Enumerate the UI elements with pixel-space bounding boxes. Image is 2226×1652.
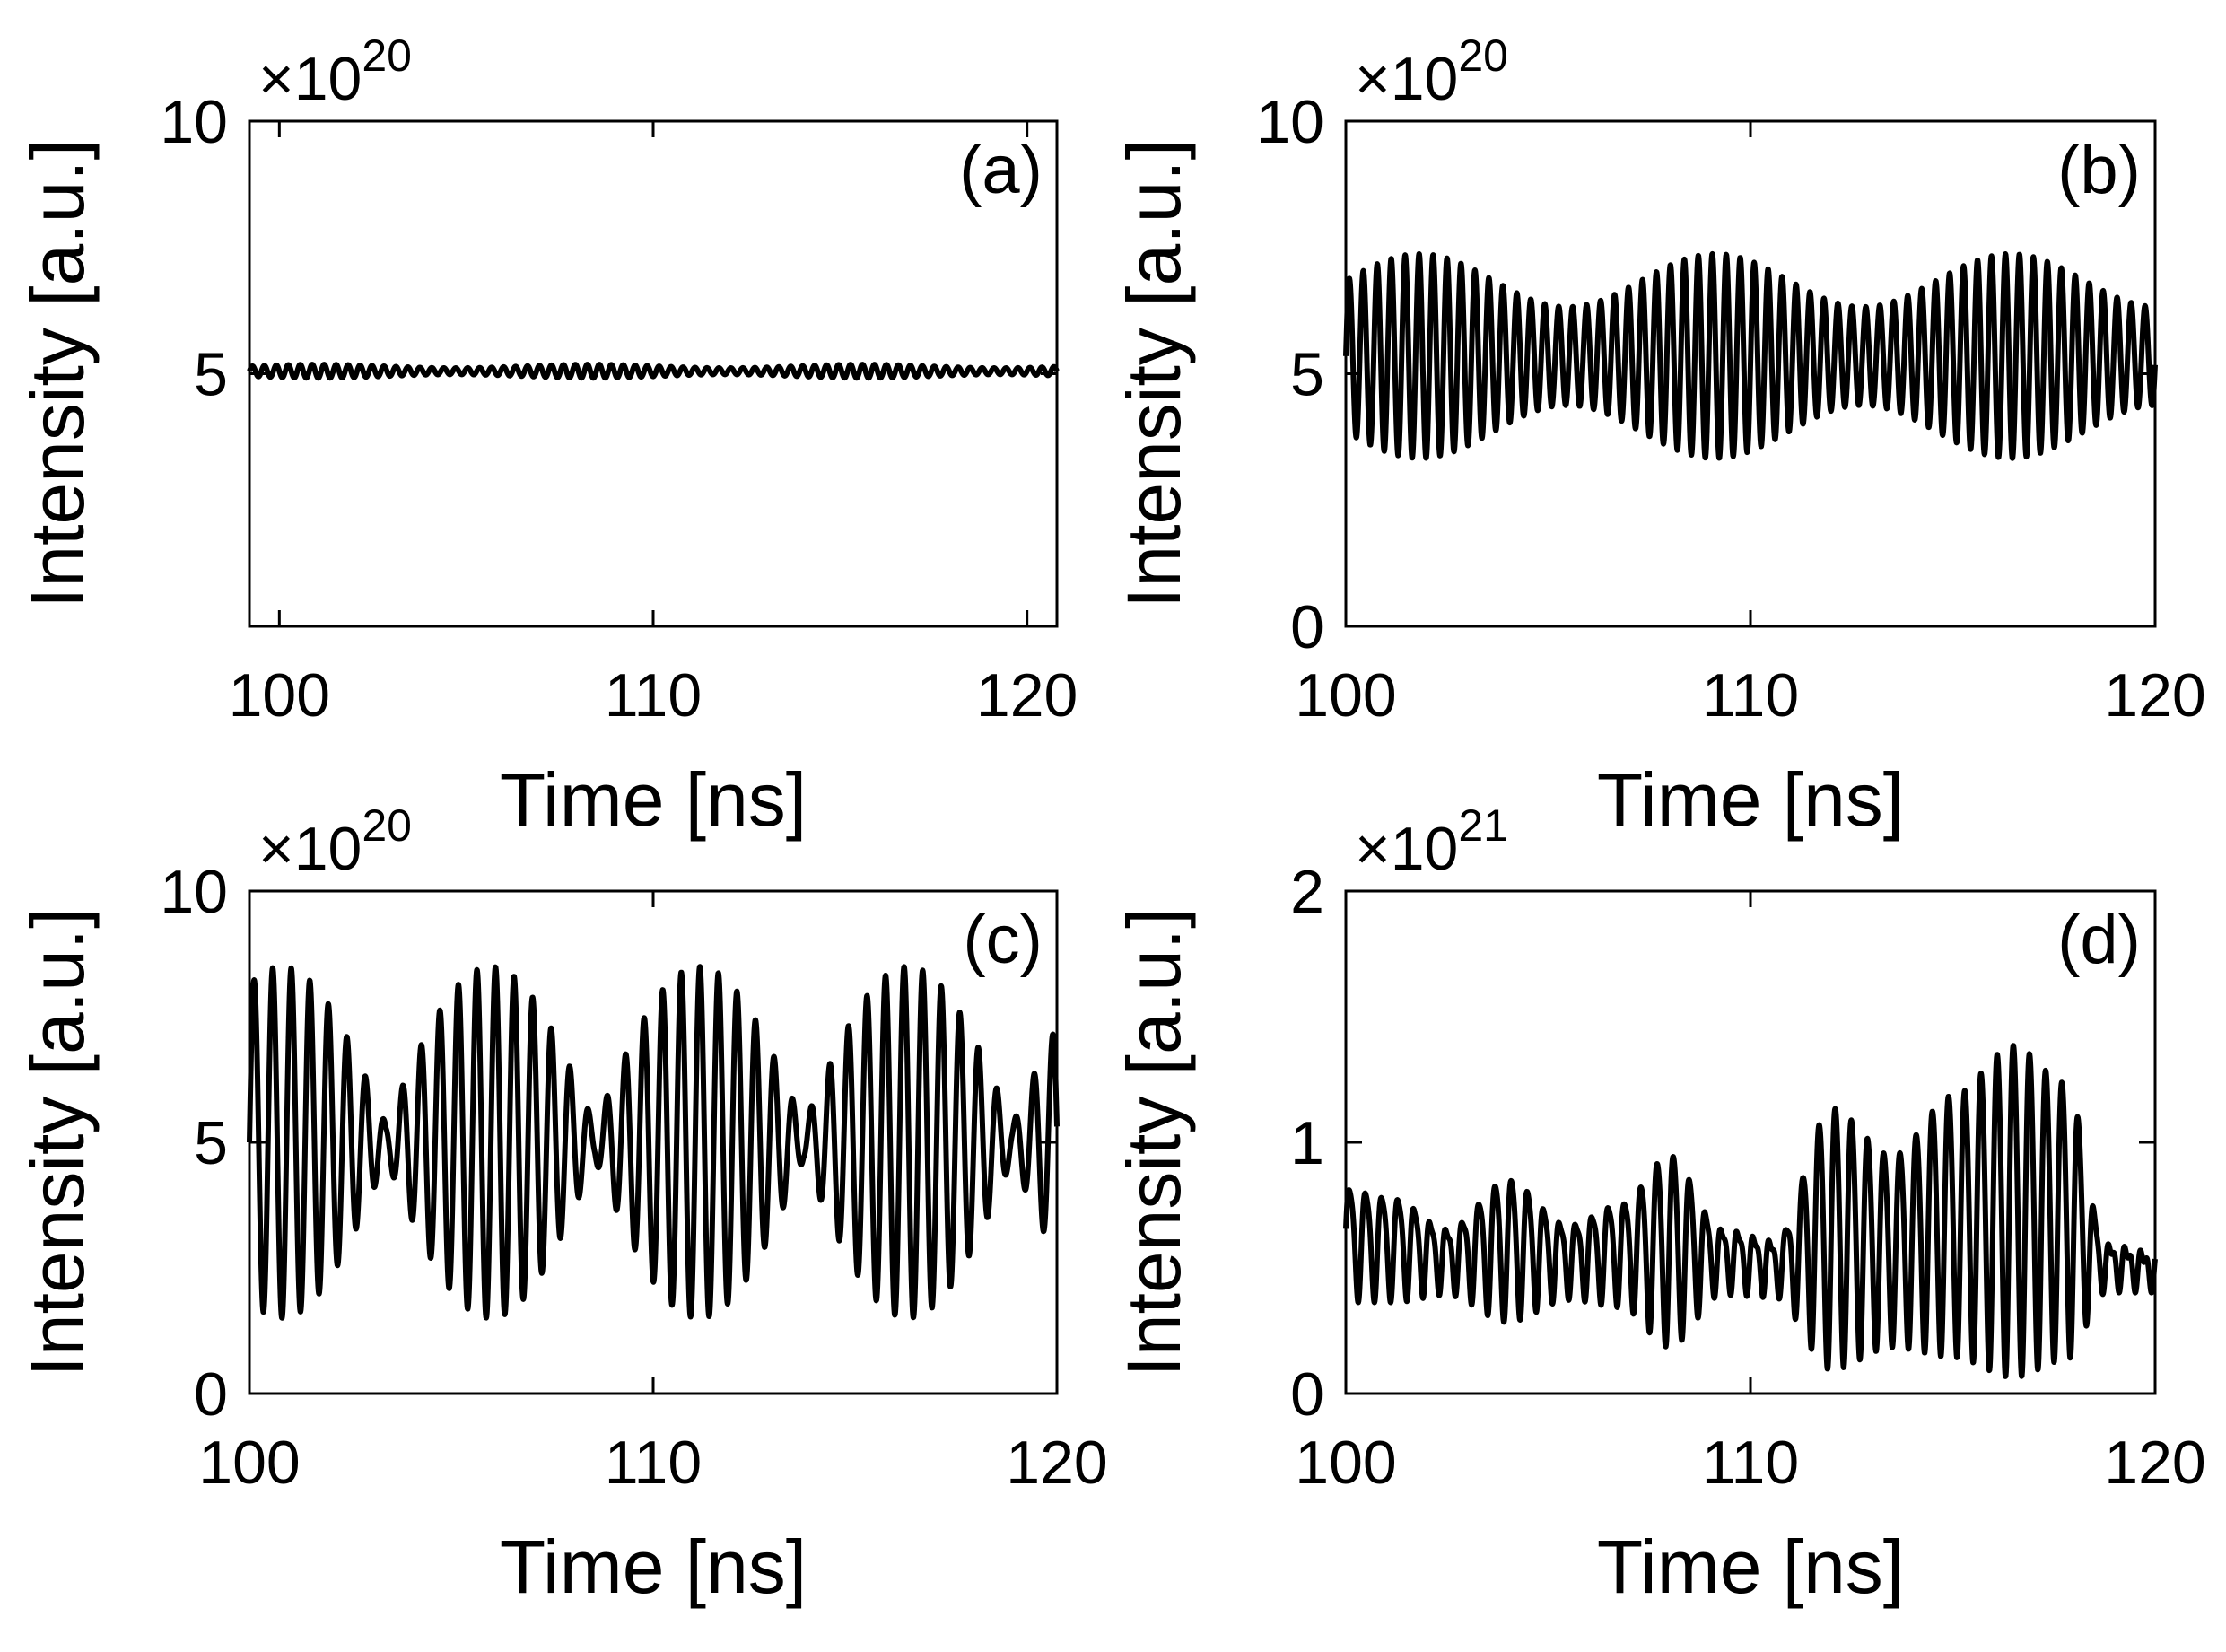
- series-line-intensity: [1343, 250, 2158, 461]
- y-tick-label: 10: [1256, 88, 1324, 156]
- panel-d: 100 110 120 0 1 2 ×1021 (d) Time [ns] Intensity […: [1112, 800, 2206, 1609]
- panel-label: (a): [959, 132, 1043, 208]
- exponent-power: 20: [362, 31, 412, 81]
- series-line-intensity: [247, 362, 1060, 381]
- x-tick-label: 110: [605, 661, 702, 730]
- x-tick-label: 100: [1295, 661, 1396, 730]
- x-tick-label: 110: [605, 1429, 702, 1497]
- y-exponent-label: ×1020: [258, 800, 412, 883]
- x-tick-label: 120: [2104, 661, 2205, 730]
- y-axis-label: Intensity [a.u.]: [15, 908, 100, 1377]
- exponent-power: 20: [362, 800, 412, 851]
- panel-label: (b): [2057, 132, 2141, 208]
- y-exponent-label: ×1020: [258, 31, 412, 113]
- x-axis-label: Time [ns]: [1597, 1525, 1904, 1609]
- exponent-base: ×10: [1355, 45, 1458, 113]
- x-tick-label: 110: [1702, 1429, 1799, 1497]
- y-axis-label: Intensity [a.u.]: [1112, 908, 1196, 1377]
- y-tick-label: 10: [160, 858, 228, 926]
- panel-a: 100 110 120 5 10 ×1020 (a) Time [ns] Intensity […: [15, 31, 1078, 842]
- panel-label: (d): [2057, 902, 2141, 978]
- exponent-power: 21: [1458, 800, 1508, 851]
- y-tick-label: 10: [160, 88, 228, 156]
- y-axis-label: Intensity [a.u.]: [15, 139, 100, 608]
- y-axis-label: Intensity [a.u.]: [1112, 139, 1196, 608]
- x-axis-label: Time [ns]: [500, 757, 807, 842]
- x-tick-label: 100: [229, 661, 330, 730]
- y-tick-label: 0: [1290, 1360, 1324, 1429]
- x-tick-label: 120: [2104, 1429, 2205, 1497]
- y-tick-label: 2: [1290, 858, 1324, 926]
- x-tick-label: 120: [1006, 1429, 1107, 1497]
- y-tick-label: 5: [194, 1109, 228, 1177]
- x-tick-label: 100: [1295, 1429, 1396, 1497]
- exponent-base: ×10: [258, 45, 362, 113]
- y-tick-label: 1: [1290, 1109, 1324, 1177]
- exponent-power: 20: [1458, 31, 1508, 81]
- x-tick-label: 110: [1702, 661, 1799, 730]
- exponent-base: ×10: [1355, 815, 1458, 883]
- x-tick-label: 100: [198, 1429, 300, 1497]
- y-exponent-label: ×1021: [1355, 800, 1508, 883]
- x-tick-label: 120: [976, 661, 1078, 730]
- series-line-intensity: [247, 964, 1060, 1321]
- y-tick-label: 5: [194, 341, 228, 409]
- panel-b: 100 110 120 0 5 10 ×1020 (b) Time [ns] Intensity …: [1112, 31, 2206, 842]
- y-tick-label: 0: [194, 1360, 228, 1429]
- x-axis-label: Time [ns]: [1597, 757, 1904, 842]
- y-tick-label: 5: [1290, 341, 1324, 409]
- exponent-base: ×10: [258, 815, 362, 883]
- x-axis-label: Time [ns]: [500, 1525, 807, 1609]
- series-line-intensity: [1343, 1043, 2158, 1379]
- panel-label: (c): [963, 902, 1043, 978]
- y-tick-label: 0: [1290, 593, 1324, 661]
- y-exponent-label: ×1020: [1355, 31, 1508, 113]
- panel-c: 100 110 120 0 5 10 ×1020 (c) Time [ns] Intensity …: [15, 800, 1108, 1609]
